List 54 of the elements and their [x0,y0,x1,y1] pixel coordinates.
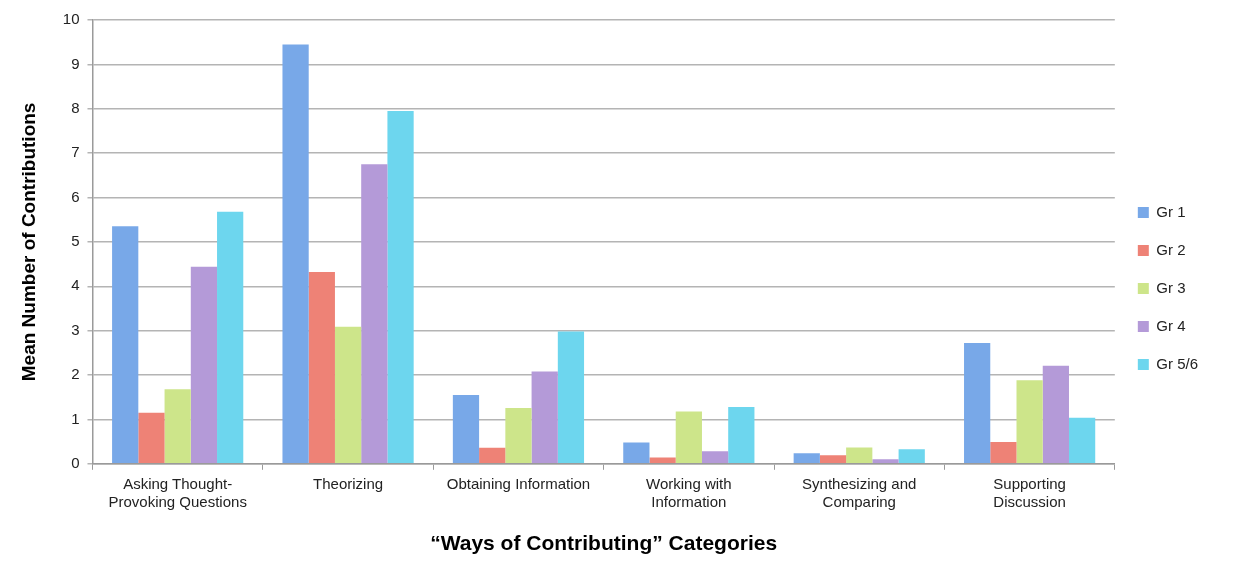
bar [531,371,558,464]
bar [675,411,702,464]
y-tick-label: 7 [71,143,80,161]
bar [964,343,991,464]
bar [1016,380,1043,464]
x-tick-label: Asking Thought-Provoking Questions [108,474,247,510]
legend-label: Gr 5/6 [1156,354,1199,372]
y-tick-label: 5 [71,232,80,250]
y-tick-label: 6 [71,187,80,205]
bar [846,447,873,464]
bar [701,451,729,464]
bar [1068,417,1096,464]
x-tick-label: Working with Information [646,474,732,510]
bar [990,442,1017,464]
bar [282,44,309,464]
y-tick-label: 1 [71,409,80,427]
bar [649,457,676,464]
bar [505,407,532,464]
bar [164,389,191,464]
y-tick-label: 3 [71,320,80,338]
bar [452,395,480,464]
y-tick-label: 4 [71,276,80,294]
bar [819,455,847,464]
bar [361,164,388,464]
y-tick-label: 9 [71,54,80,72]
y-tick-label: 2 [71,365,80,383]
x-axis-title: “Ways of Contributing” Categories [430,531,778,555]
y-axis-title: Mean Number of Contributions [17,102,39,382]
x-tick-label: Obtaining Information [446,474,591,492]
y-tick-label: 10 [62,10,80,28]
bar [793,453,820,464]
bar [623,442,650,464]
x-tick-label: Supporting Discussion [993,474,1066,510]
bar [898,449,925,464]
bar [112,226,139,464]
legend-label: Gr 1 [1156,202,1186,220]
bar [479,447,506,464]
bar [308,272,335,464]
bar [334,326,362,464]
bar [557,331,585,464]
legend-label: Gr 4 [1156,316,1186,334]
bar [1042,365,1069,464]
bar [872,459,899,464]
x-tick-label: Synthesizing and Comparing [802,474,917,510]
y-tick-label: 8 [71,98,80,116]
bar [728,406,755,464]
bar [138,412,165,464]
bar [387,110,414,464]
bar [217,211,244,464]
y-tick-label: 0 [71,453,80,471]
x-tick-label: Theorizing [313,474,384,492]
legend-label: Gr 3 [1156,278,1186,296]
bar [190,266,218,464]
legend-label: Gr 2 [1156,240,1186,258]
